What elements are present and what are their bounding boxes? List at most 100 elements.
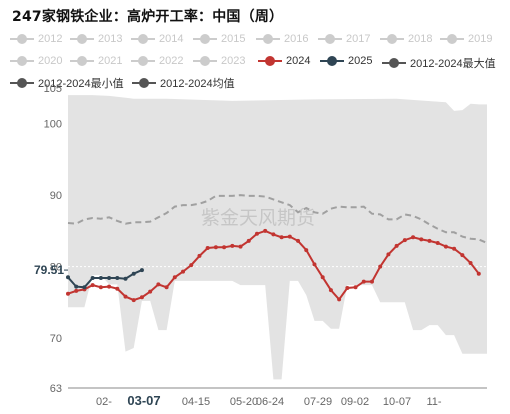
legend-item-2021[interactable]: 2021 [70,55,122,67]
legend-item-2019[interactable]: 2019 [440,33,492,45]
legend-marker-icon [320,56,344,66]
data-point-2024 [90,283,95,288]
y-tick-label: 105 [44,83,62,95]
data-point-2025 [98,276,103,280]
data-point-2024 [164,285,169,290]
data-point-2024 [189,263,194,268]
legend-label: 2017 [346,33,371,45]
data-point-2024 [337,297,342,302]
legend-item-2016[interactable]: 2016 [256,33,308,45]
chart-legend: 2012 2013 2014 2015 2016 2017 2018 2019 2020 2021… [0,30,510,90]
data-point-2024 [394,243,399,248]
legend-label: 2023 [221,55,246,67]
data-point-2024 [74,288,79,293]
legend-label: 2012-2024最大值 [410,58,496,70]
data-point-2024 [115,286,120,291]
legend-item-2025[interactable]: 2025 [320,55,372,67]
data-point-2024 [460,253,465,258]
legend-item-2012-2024最大值[interactable]: 2012-2024最大值 [382,55,496,71]
legend-marker-icon [380,34,404,44]
data-point-2025 [139,268,144,273]
chart-title: 247家钢铁企业：高炉开工率：中国（周） [12,9,284,25]
data-point-2024 [402,238,407,243]
legend-item-2022[interactable]: 2022 [131,55,183,67]
data-point-2025 [74,284,79,289]
legend-item-2024[interactable]: 2024 [258,55,310,67]
x-tick-label: 11- [426,396,441,408]
legend-label: 2016 [284,33,309,45]
data-point-2024 [230,243,235,248]
data-point-2025 [115,276,120,280]
x-tick-label: 10-07 [383,396,411,408]
legend-marker-icon [10,34,34,44]
legend-marker-icon [70,34,94,44]
data-point-2024 [361,279,366,284]
data-point-2025 [107,276,112,280]
data-point-2024 [213,245,218,250]
legend-item-2013[interactable]: 2013 [70,33,122,45]
legend-item-2014[interactable]: 2014 [131,33,183,45]
legend-item-2012-2024均值[interactable]: 2012-2024均值 [132,75,235,91]
legend-label: 2012 [38,33,63,45]
y-tick-label: 80 [50,262,62,274]
legend-label: 2014 [159,33,184,45]
data-point-2024 [312,262,317,267]
x-tick-label: 06-24 [256,396,284,408]
legend-marker-icon [382,58,406,68]
y-tick-label: 90 [50,190,62,202]
data-point-2024 [107,284,112,289]
data-point-2024 [123,294,128,299]
y-tick-label: 100 [44,119,62,131]
data-point-2024 [98,285,103,290]
data-point-2024 [353,285,358,290]
highlight-y-label: 79.51 [34,263,64,277]
legend-label: 2025 [348,55,373,67]
legend-item-2020[interactable]: 2020 [10,55,62,67]
max-min-band [68,95,487,380]
legend-marker-icon [131,56,155,66]
legend-label: 2020 [38,55,63,67]
data-point-2024 [328,288,333,293]
data-point-2024 [320,275,325,280]
y-tick-label: 70 [50,333,62,345]
data-point-2025 [66,275,70,280]
legend-marker-icon [256,34,280,44]
legend-marker-icon [10,56,34,66]
data-point-2024 [254,231,259,236]
data-point-2024 [205,246,210,250]
data-point-2024 [131,298,136,303]
data-point-2025 [123,276,128,281]
data-point-2024 [156,282,161,287]
legend-item-2023[interactable]: 2023 [193,55,245,67]
legend-item-2017[interactable]: 2017 [318,33,370,45]
data-point-2024 [435,241,440,245]
legend-label: 2022 [159,55,184,67]
legend-label: 2012-2024均值 [160,78,235,90]
legend-item-2015[interactable]: 2015 [193,33,245,45]
data-point-2025 [131,271,136,276]
data-point-2024 [139,295,144,300]
x-tick-label: 07-29 [304,396,332,408]
legend-label: 2013 [98,33,123,45]
legend-marker-icon [132,78,156,88]
legend-marker-icon [258,56,282,66]
legend-marker-icon [10,78,34,88]
legend-label: 2024 [286,55,311,67]
watermark: 紫金天风期货 [201,207,315,229]
legend-label: 2021 [98,55,123,67]
legend-item-2012-2024最小值[interactable]: 2012-2024最小值 [10,75,124,91]
legend-item-2018[interactable]: 2018 [380,33,432,45]
series-line-mean [67,194,488,244]
legend-label: 2012-2024最小值 [38,78,124,90]
data-point-2024 [304,248,309,253]
x-tick-label: 03-07 [127,393,160,408]
data-point-2024 [386,252,391,257]
data-point-2024 [279,235,284,240]
data-point-2024 [271,232,276,237]
legend-marker-icon [131,34,155,44]
data-point-2024 [427,238,432,243]
legend-item-2012[interactable]: 2012 [10,33,62,45]
data-point-2024 [452,246,457,251]
